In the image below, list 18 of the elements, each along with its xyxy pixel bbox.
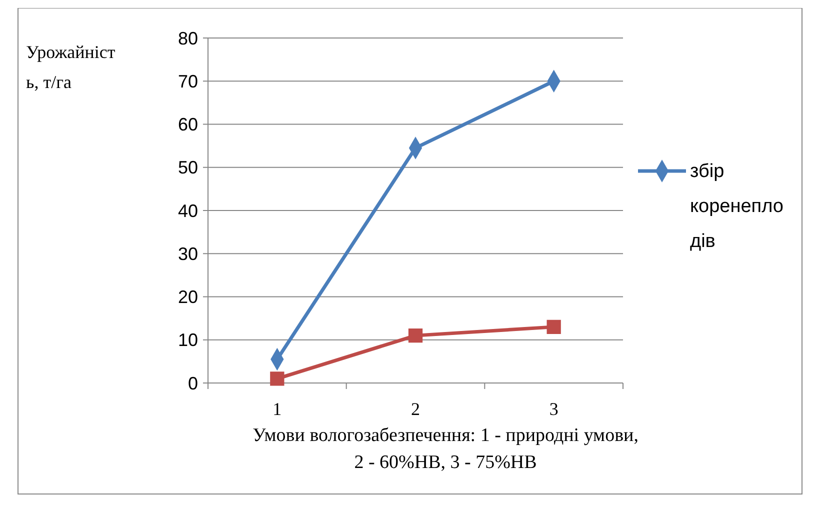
point bbox=[546, 320, 561, 334]
legend-label: збір коренеплодів bbox=[690, 161, 784, 252]
y-tick-label: 20 bbox=[178, 287, 198, 308]
x-tick-label: 2 bbox=[411, 399, 420, 419]
y-tick-label: 80 bbox=[178, 28, 198, 48]
y-tick-label: 10 bbox=[178, 330, 198, 350]
point bbox=[408, 328, 423, 343]
y-tick-label: 0 bbox=[188, 373, 198, 394]
x-tick-label: 1 bbox=[272, 399, 282, 419]
y-axis-title: Урожайність, т/га bbox=[26, 42, 116, 92]
x-tick-label: 3 bbox=[549, 399, 558, 419]
y-tick-label: 70 bbox=[178, 71, 198, 92]
y-tick-label: 60 bbox=[178, 114, 198, 135]
point bbox=[270, 372, 284, 386]
x-axis-title: Умови вологозабезпечення: 1 - природні умови, 2 - 60%НВ, 3 - 75%НВ bbox=[252, 425, 638, 473]
y-tick-label: 40 bbox=[178, 200, 198, 221]
y-tick-label: 50 bbox=[178, 158, 198, 178]
y-tick-label: 30 bbox=[178, 244, 198, 264]
